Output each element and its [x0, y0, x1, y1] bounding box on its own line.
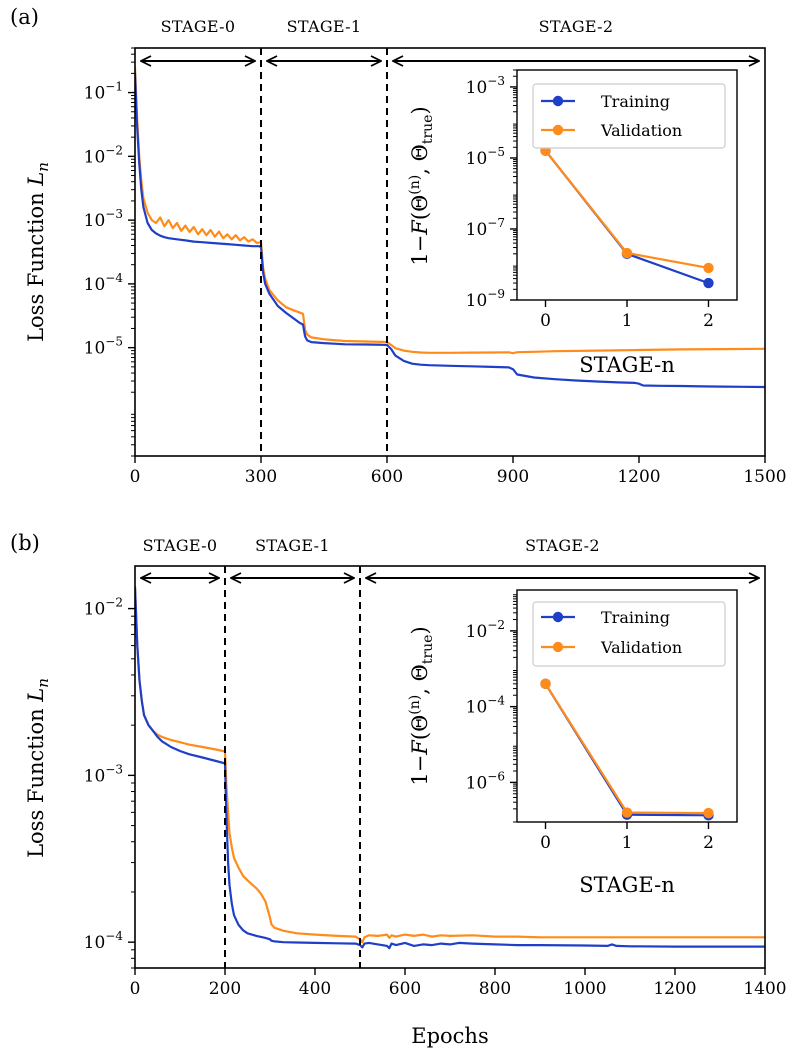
- main-plot: 10−1 10−2 10−3 10−4 10−5 0 300 600 900 1200 1500: [84, 47, 787, 487]
- main-xtick-label: 1200: [653, 979, 696, 999]
- inset-frame: [516, 589, 738, 823]
- stage-label-0: STAGE-0: [161, 17, 236, 36]
- inset-y-axis-label: 1−F(Θ(n), Θtrue): [407, 106, 436, 265]
- main-xtick-label: 600: [389, 979, 421, 999]
- legend-training-label: Training: [601, 608, 670, 627]
- y-axis-label: Loss Function Ln: [24, 678, 52, 858]
- inset-plot: 10−2 10−4 10−6 0 1 2 Training Validation STA…: [407, 589, 738, 897]
- legend-training-label: Training: [601, 92, 670, 111]
- inset-point-validation: [703, 262, 714, 274]
- main-xtick-label: 300: [245, 467, 277, 487]
- inset-point-validation: [621, 807, 633, 818]
- inset-series: [540, 678, 714, 821]
- legend-validation-label: Validation: [600, 121, 682, 140]
- inset-point-validation: [703, 807, 714, 819]
- main-ytick-label: 10−4: [84, 929, 124, 953]
- main-xtick-label: 1400: [743, 979, 786, 999]
- series-line-training: [135, 73, 765, 389]
- main-ytick-label: 10−5: [84, 335, 123, 359]
- main-xtick-label: 400: [299, 979, 331, 999]
- inset-point-training: [703, 277, 714, 289]
- inset-point-validation: [621, 247, 633, 259]
- panel-b: (b) STAGE-0 STAGE-1 STAGE-2 10−2 10−3 10−4 0…: [10, 531, 787, 1048]
- inset-ytick-label: 10−4: [466, 694, 506, 718]
- panel-a: (a) STAGE-0 STAGE-1 STAGE-2 10−110−210−310…: [10, 5, 787, 487]
- plot-frame: [134, 565, 766, 969]
- stage-label-2: STAGE-2: [539, 17, 614, 36]
- inset-xtick-label: 2: [703, 311, 714, 331]
- main-xtick-label: 800: [479, 979, 511, 999]
- legend: Training Validation: [532, 83, 726, 149]
- legend-training-marker: [552, 95, 564, 107]
- inset-ytick-label: 10−9: [466, 287, 505, 311]
- legend-box: [532, 83, 726, 149]
- inset-y-axis-ticks: 10−3 10−5 10−7 10−9: [466, 69, 517, 311]
- inset-x-axis-label: STAGE-n: [579, 873, 675, 897]
- legend-validation-marker: [552, 124, 564, 136]
- inset-x-axis-ticks: 0 1 2: [540, 822, 714, 853]
- inset-ytick-label: 10−2: [466, 618, 505, 642]
- legend: Training Validation: [532, 601, 726, 667]
- main-xtick-label: 600: [371, 467, 403, 487]
- stage-boundaries: [224, 566, 361, 968]
- main-xtick-label: 900: [497, 467, 529, 487]
- main-ytick-label: 10−4: [84, 271, 124, 295]
- series-line-training: [135, 586, 765, 950]
- inset-y-axis-ticks: 10−2 10−4 10−6: [466, 594, 517, 823]
- series-lines: [135, 67, 765, 389]
- stage-label-0: STAGE-0: [143, 536, 218, 555]
- inset-x-axis-label: STAGE-n: [579, 353, 675, 377]
- inset-ytick-label: 10−5: [466, 145, 505, 169]
- main-xtick-label: 200: [209, 979, 241, 999]
- main-xtick-label: 1000: [563, 979, 606, 999]
- legend-validation-marker: [552, 641, 564, 653]
- stage-boundaries: [260, 48, 388, 456]
- inset-point-validation: [540, 678, 551, 690]
- y-axis-ticks: 10−1 10−2 10−3 10−4 10−5: [84, 47, 135, 457]
- inset-ytick-label: 10−6: [466, 769, 505, 793]
- main-ytick-label: 10−2: [84, 143, 123, 167]
- plot-frame: [134, 47, 766, 457]
- main-xtick-label: 0: [130, 467, 141, 487]
- x-axis-ticks: 0 300 600 900 1200 1500: [130, 456, 787, 487]
- stage-labels: STAGE-0 STAGE-1 STAGE-2: [161, 17, 614, 36]
- y-axis-label: Loss Function Ln: [24, 162, 52, 342]
- stage-labels: STAGE-0 STAGE-1 STAGE-2: [143, 536, 600, 555]
- stage-label-2: STAGE-2: [525, 536, 600, 555]
- main-plot: 10−2 10−3 10−4 0 200 400 600 800 1000 1200 1400: [84, 565, 787, 999]
- inset-y-axis-label: 1−F(Θ(n), Θtrue): [407, 626, 436, 785]
- main-ytick-label: 10−2: [84, 596, 123, 620]
- main-ytick-label: 10−3: [84, 207, 123, 231]
- inset-xtick-label: 1: [622, 833, 633, 853]
- x-axis-ticks: 0 200 400 600 800 1000 1200 1400: [130, 968, 787, 999]
- main-ytick-label: 10−1: [84, 80, 123, 104]
- legend-training-marker: [552, 611, 564, 623]
- x-axis-label: Epochs: [411, 1024, 488, 1048]
- stage-label-1: STAGE-1: [255, 536, 330, 555]
- main-xtick-label: 1500: [743, 467, 786, 487]
- inset-series: [540, 145, 714, 289]
- legend-box: [532, 601, 726, 667]
- main-xtick-label: 1200: [617, 467, 660, 487]
- y-axis-ticks: 10−2 10−3 10−4: [84, 596, 135, 969]
- series-line-validation: [135, 586, 765, 944]
- inset-ytick-label: 10−7: [466, 216, 505, 240]
- inset-xtick-label: 0: [540, 833, 551, 853]
- panel-a-label: (a): [10, 5, 39, 29]
- main-ytick-label: 10−3: [84, 762, 123, 786]
- inset-xtick-label: 1: [622, 311, 633, 331]
- inset-plot: 10−3 10−5 10−7 10−9 0 1 2 Training Validation…: [407, 69, 738, 377]
- main-xtick-label: 0: [130, 979, 141, 999]
- legend-validation-label: Validation: [600, 638, 682, 657]
- panel-b-label: (b): [10, 531, 40, 555]
- series-lines: [135, 586, 765, 950]
- inset-ytick-label: 10−3: [466, 74, 505, 98]
- stage-label-1: STAGE-1: [287, 17, 362, 36]
- inset-x-axis-ticks: 0 1 2: [540, 300, 714, 331]
- inset-xtick-label: 0: [540, 311, 551, 331]
- inset-frame: [516, 69, 738, 301]
- inset-xtick-label: 2: [703, 833, 714, 853]
